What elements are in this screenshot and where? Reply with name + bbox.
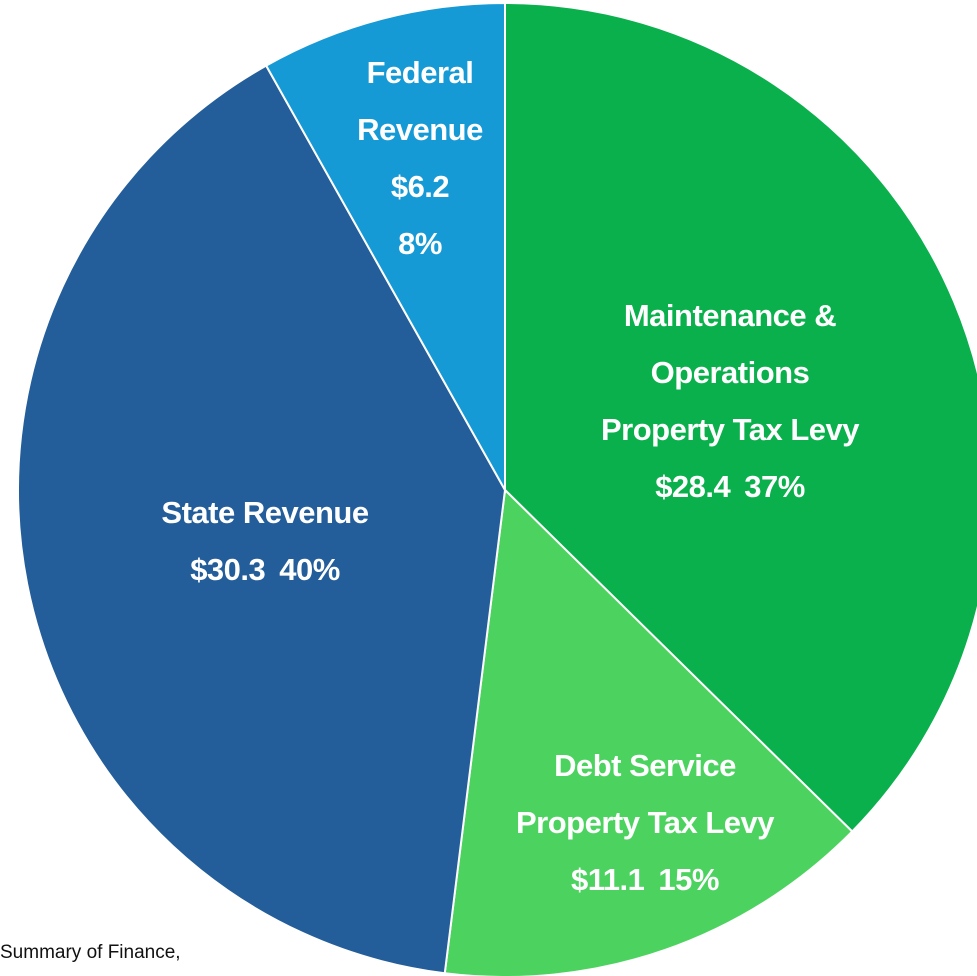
pie-slice bbox=[443, 487, 854, 976]
value-row: $6.2 8% bbox=[345, 158, 495, 272]
value-label: $28.4 bbox=[655, 469, 731, 504]
slice-label: Federal Revenue $6.2 8% bbox=[345, 44, 495, 272]
footnote: Summary of Finance, bbox=[0, 942, 181, 963]
category-label: State Revenue bbox=[161, 495, 369, 530]
value-row: $11.1 15% bbox=[495, 851, 795, 908]
category-label: Federal Revenue bbox=[357, 55, 483, 147]
value-row: $28.4 37% bbox=[585, 458, 875, 515]
slice-label: Maintenance & Operations Property Tax Le… bbox=[585, 287, 875, 515]
slice-label: Debt Service Property Tax Levy $11.1 15% bbox=[495, 737, 795, 908]
slice-label: State Revenue $30.3 40% bbox=[105, 484, 425, 598]
value-label: $30.3 bbox=[190, 552, 266, 587]
percent-label: 40% bbox=[279, 552, 340, 587]
value-row: $30.3 40% bbox=[105, 541, 425, 598]
percent-label: 8% bbox=[398, 226, 442, 261]
category-label: Debt Service Property Tax Levy bbox=[516, 748, 774, 840]
value-label: $11.1 bbox=[571, 862, 645, 897]
percent-label: 37% bbox=[744, 469, 805, 504]
pie-slice bbox=[504, 1, 977, 833]
pie-slice bbox=[264, 1, 506, 494]
category-label: Maintenance & Operations Property Tax Le… bbox=[601, 298, 859, 447]
value-label: $6.2 bbox=[390, 169, 450, 204]
percent-label: 15% bbox=[658, 862, 719, 897]
pie-slice bbox=[17, 64, 507, 975]
